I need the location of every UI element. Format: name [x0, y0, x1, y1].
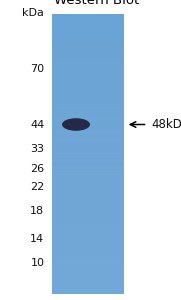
Bar [52, 157, 124, 161]
Bar [52, 160, 124, 164]
Bar [52, 231, 124, 234]
Bar [52, 259, 124, 262]
Bar [52, 280, 124, 284]
Bar [52, 118, 124, 122]
Bar [52, 136, 124, 140]
Bar [52, 69, 124, 73]
Bar [52, 224, 124, 227]
Bar [52, 241, 124, 245]
Bar [52, 66, 124, 70]
Text: kDa: kDa [22, 8, 44, 19]
Bar [52, 262, 124, 266]
Bar [52, 213, 124, 217]
Bar [52, 202, 124, 206]
Text: 10: 10 [30, 257, 44, 268]
Bar [52, 185, 124, 189]
Bar [52, 154, 124, 157]
Bar [52, 73, 124, 76]
Bar [52, 199, 124, 203]
Bar [52, 62, 124, 66]
Bar [52, 41, 124, 45]
Bar [52, 287, 124, 290]
Bar [52, 52, 124, 56]
Bar [52, 122, 124, 126]
Bar [52, 234, 124, 238]
Bar [52, 196, 124, 199]
Bar [52, 217, 124, 220]
Bar [52, 146, 124, 150]
Bar [52, 80, 124, 84]
Bar [52, 31, 124, 34]
Bar [52, 104, 124, 108]
Bar [52, 276, 124, 280]
Bar [52, 115, 124, 119]
Text: 70: 70 [30, 64, 44, 74]
Bar [52, 125, 124, 129]
Bar [52, 24, 124, 28]
Text: Western Blot: Western Blot [54, 0, 139, 7]
Bar [52, 182, 124, 185]
Bar [52, 83, 124, 87]
Bar [52, 178, 124, 182]
Ellipse shape [62, 118, 90, 131]
Bar [52, 140, 124, 143]
Bar [52, 97, 124, 101]
Bar [52, 14, 124, 294]
Bar [52, 129, 124, 133]
Bar [52, 255, 124, 259]
Bar [52, 220, 124, 224]
Bar [52, 167, 124, 171]
Bar [52, 227, 124, 231]
Bar [52, 238, 124, 242]
Bar [52, 283, 124, 287]
Text: 44: 44 [30, 119, 44, 130]
Bar [52, 94, 124, 98]
Bar [52, 269, 124, 273]
Bar [52, 192, 124, 196]
Bar [52, 252, 124, 255]
Bar [52, 34, 124, 38]
Bar [52, 55, 124, 59]
Bar [52, 87, 124, 91]
Bar [52, 132, 124, 136]
Bar [52, 101, 124, 105]
Bar [52, 244, 124, 248]
Bar [52, 27, 124, 31]
Text: 48kDa: 48kDa [151, 118, 181, 131]
Bar [52, 273, 124, 277]
Bar [52, 164, 124, 168]
Bar [52, 248, 124, 252]
Bar [52, 171, 124, 175]
Bar [52, 266, 124, 269]
Bar [52, 45, 124, 49]
Bar [52, 20, 124, 24]
Text: 33: 33 [30, 143, 44, 154]
Text: 26: 26 [30, 164, 44, 175]
Text: 18: 18 [30, 206, 44, 217]
Bar [52, 150, 124, 154]
Bar [52, 76, 124, 80]
Bar [52, 175, 124, 178]
Bar [52, 38, 124, 41]
Bar [52, 13, 124, 17]
Bar [52, 48, 124, 52]
Bar [52, 59, 124, 63]
Bar [52, 143, 124, 147]
Bar [52, 17, 124, 20]
Bar [52, 90, 124, 94]
Bar [52, 209, 124, 213]
Text: 14: 14 [30, 233, 44, 244]
Bar [52, 108, 124, 112]
Text: 22: 22 [30, 182, 44, 193]
Bar [52, 206, 124, 210]
Bar [52, 290, 124, 294]
Bar [52, 188, 124, 192]
Bar [52, 111, 124, 115]
